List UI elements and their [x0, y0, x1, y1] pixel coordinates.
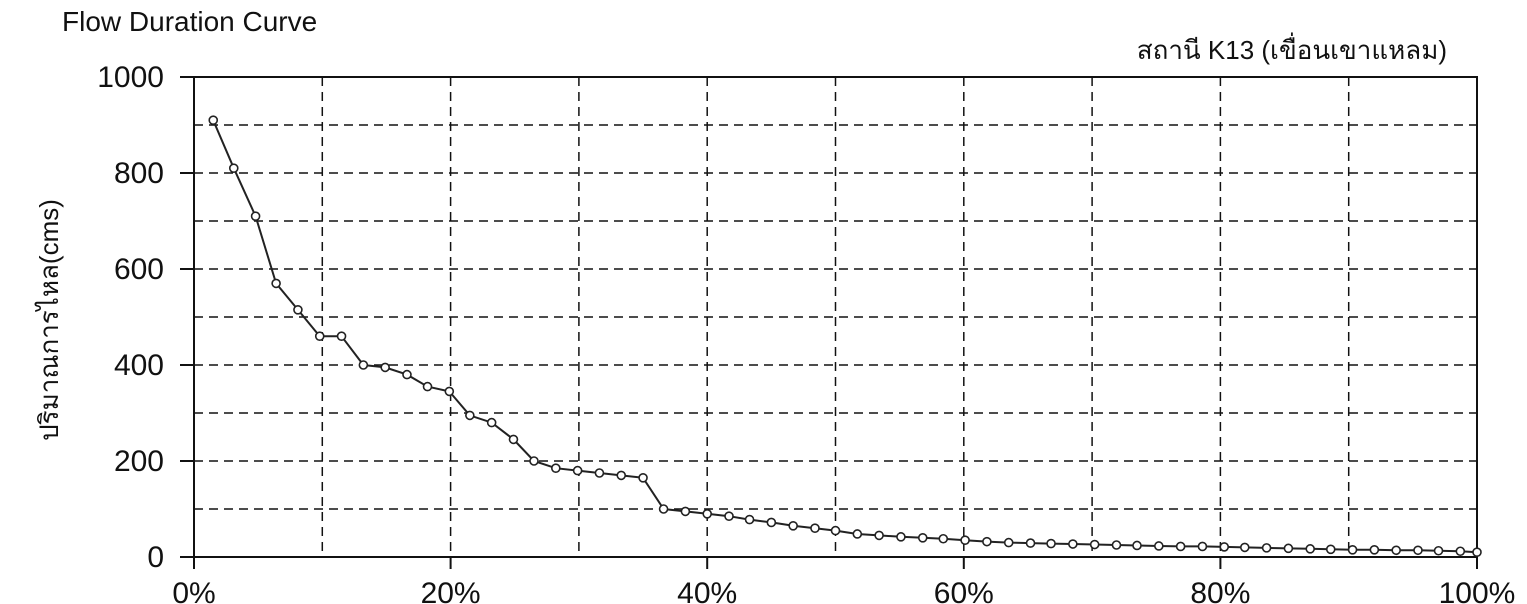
data-point [336, 331, 347, 342]
data-point [1154, 541, 1164, 551]
data-point [572, 465, 583, 476]
data-point [250, 211, 261, 221]
data-point [422, 381, 433, 392]
data-point [508, 434, 519, 445]
data-point [402, 369, 412, 380]
data-point [1239, 542, 1250, 553]
data-point [982, 536, 992, 547]
data-point [1111, 540, 1122, 550]
series-layer [208, 115, 1482, 558]
data-point [1261, 543, 1272, 553]
data-point [228, 163, 239, 173]
data-point [960, 535, 970, 546]
data-point [1197, 541, 1208, 552]
data-point [444, 386, 455, 397]
data-point [744, 514, 755, 525]
data-point [358, 360, 369, 370]
data-point [1325, 544, 1336, 555]
data-point [638, 472, 648, 483]
x-tick-label: 80% [1190, 577, 1250, 604]
y-tick-label: 600 [114, 253, 164, 286]
data-point [616, 470, 627, 481]
x-tick-label: 0% [172, 577, 215, 604]
data-point [529, 456, 539, 466]
data-point [917, 532, 928, 543]
data-point [293, 304, 303, 315]
plot-area [193, 76, 1478, 558]
x-axis-ticks: 0% 20% 40% 60% 80% 100% [172, 557, 1515, 604]
y-axis-label: ปริมาณการไหล(cms) [34, 199, 64, 441]
x-tick-label: 40% [677, 577, 737, 604]
data-point [486, 417, 497, 428]
data-point [1068, 539, 1078, 549]
y-tick-label: 400 [114, 349, 164, 382]
data-point [1132, 540, 1142, 551]
data-point [680, 506, 691, 517]
data-point [724, 511, 734, 522]
data-point [594, 468, 605, 478]
data-point [1219, 542, 1230, 552]
chart-subtitle: สถานี K13 (เขื่อนเขาแหลม) [1136, 35, 1447, 65]
data-point [314, 331, 325, 342]
data-point [1003, 537, 1014, 548]
y-tick-label: 0 [147, 541, 164, 574]
y-tick-label: 1000 [97, 61, 164, 94]
data-point [271, 278, 281, 289]
data-point [830, 525, 841, 536]
data-point [1025, 538, 1036, 548]
x-tick-label: 100% [1439, 577, 1516, 604]
data-point [896, 532, 906, 542]
series-line [212, 119, 1478, 554]
y-axis-ticks: 0 200 400 600 800 1000 [97, 61, 194, 574]
data-point [1369, 544, 1380, 555]
data-point [1175, 541, 1186, 552]
y-tick-label: 800 [114, 157, 164, 190]
data-point [852, 529, 863, 539]
grid-lines [194, 77, 1477, 557]
data-point [1391, 545, 1401, 556]
data-point [208, 115, 219, 125]
data-point [766, 517, 777, 528]
data-point [1089, 539, 1100, 550]
data-point [702, 508, 713, 519]
data-point [810, 523, 820, 534]
data-point [874, 530, 884, 541]
data-point [1283, 543, 1294, 554]
data-point [1347, 544, 1358, 555]
chart-title: Flow Duration Curve [62, 6, 318, 37]
data-point [1413, 545, 1423, 556]
data-point [658, 504, 669, 514]
data-point [1455, 546, 1466, 557]
data-point [788, 520, 798, 531]
data-point [465, 410, 475, 421]
data-point [380, 362, 390, 373]
data-point [551, 463, 561, 474]
x-tick-label: 20% [421, 577, 481, 604]
data-point [1472, 547, 1482, 558]
data-point [1046, 538, 1056, 549]
data-point [938, 533, 949, 544]
data-point [1305, 544, 1316, 554]
x-tick-label: 60% [934, 577, 994, 604]
y-tick-label: 200 [114, 445, 164, 478]
data-point [1433, 545, 1444, 556]
